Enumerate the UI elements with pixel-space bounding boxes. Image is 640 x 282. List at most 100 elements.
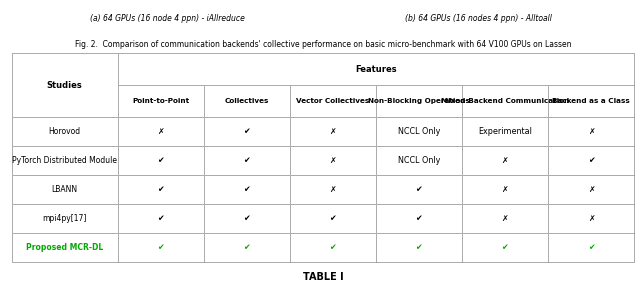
- Text: ✗: ✗: [502, 185, 508, 194]
- Text: ✗: ✗: [502, 214, 508, 223]
- FancyBboxPatch shape: [290, 116, 376, 146]
- Bar: [376, 116, 462, 146]
- FancyBboxPatch shape: [12, 116, 118, 146]
- Bar: [204, 233, 290, 262]
- FancyBboxPatch shape: [118, 175, 204, 204]
- Bar: [376, 85, 462, 116]
- FancyBboxPatch shape: [204, 204, 290, 233]
- FancyBboxPatch shape: [376, 116, 462, 146]
- FancyBboxPatch shape: [12, 175, 118, 204]
- FancyBboxPatch shape: [290, 146, 376, 175]
- Bar: [376, 204, 462, 233]
- Bar: [548, 116, 634, 146]
- Bar: [204, 204, 290, 233]
- Text: NCCL Only: NCCL Only: [397, 156, 440, 165]
- Bar: [290, 116, 376, 146]
- FancyBboxPatch shape: [548, 146, 634, 175]
- Bar: [12, 146, 118, 175]
- Text: Proposed MCR-DL: Proposed MCR-DL: [26, 243, 103, 252]
- FancyBboxPatch shape: [462, 233, 548, 262]
- FancyBboxPatch shape: [290, 175, 376, 204]
- FancyBboxPatch shape: [376, 204, 462, 233]
- Bar: [462, 233, 548, 262]
- FancyBboxPatch shape: [462, 116, 548, 146]
- Text: NCCL Only: NCCL Only: [397, 127, 440, 136]
- Bar: [376, 175, 462, 204]
- Text: PyTorch Distributed Module: PyTorch Distributed Module: [12, 156, 117, 165]
- FancyBboxPatch shape: [204, 146, 290, 175]
- Bar: [118, 204, 204, 233]
- FancyBboxPatch shape: [376, 233, 462, 262]
- FancyBboxPatch shape: [118, 85, 204, 116]
- Text: Backend as a Class: Backend as a Class: [552, 98, 630, 104]
- Text: ✗: ✗: [157, 127, 164, 136]
- FancyBboxPatch shape: [290, 85, 376, 116]
- Text: ✔: ✔: [415, 185, 422, 194]
- FancyBboxPatch shape: [118, 116, 204, 146]
- Bar: [204, 116, 290, 146]
- Text: ✔: ✔: [243, 243, 250, 252]
- Text: ✗: ✗: [330, 156, 336, 165]
- Text: (b) 64 GPUs (16 nodes 4 ppn) - Alltoall: (b) 64 GPUs (16 nodes 4 ppn) - Alltoall: [405, 14, 552, 23]
- Text: ✔: ✔: [157, 185, 164, 194]
- Bar: [548, 204, 634, 233]
- Text: Experimental: Experimental: [478, 127, 532, 136]
- Bar: [462, 146, 548, 175]
- Text: ✔: ✔: [330, 214, 336, 223]
- FancyBboxPatch shape: [12, 146, 118, 175]
- Bar: [462, 85, 548, 116]
- Text: ✗: ✗: [588, 127, 595, 136]
- Bar: [118, 116, 204, 146]
- Text: TABLE I: TABLE I: [303, 272, 343, 282]
- Bar: [12, 204, 118, 233]
- Bar: [290, 204, 376, 233]
- Text: ✔: ✔: [415, 214, 422, 223]
- FancyBboxPatch shape: [12, 54, 118, 116]
- Text: ✗: ✗: [330, 127, 336, 136]
- Bar: [290, 85, 376, 116]
- FancyBboxPatch shape: [118, 54, 634, 85]
- Text: ✔: ✔: [157, 156, 164, 165]
- Text: mpi4py[17]: mpi4py[17]: [42, 214, 87, 223]
- Bar: [12, 233, 118, 262]
- FancyBboxPatch shape: [12, 204, 118, 233]
- Bar: [548, 233, 634, 262]
- Bar: [204, 85, 290, 116]
- Text: ✗: ✗: [330, 185, 336, 194]
- Text: ✔: ✔: [243, 185, 250, 194]
- Text: Fig. 2.  Comparison of communication backends' collective performance on basic m: Fig. 2. Comparison of communication back…: [75, 40, 571, 49]
- Text: ✔: ✔: [243, 127, 250, 136]
- FancyBboxPatch shape: [462, 175, 548, 204]
- FancyBboxPatch shape: [548, 204, 634, 233]
- Text: Collectives: Collectives: [225, 98, 269, 104]
- Bar: [462, 116, 548, 146]
- FancyBboxPatch shape: [12, 233, 118, 262]
- Bar: [376, 233, 462, 262]
- Text: ✔: ✔: [415, 243, 422, 252]
- Bar: [118, 54, 634, 85]
- Bar: [12, 54, 118, 116]
- Text: ✗: ✗: [502, 156, 508, 165]
- Text: ✔: ✔: [157, 243, 164, 252]
- Text: ✔: ✔: [502, 243, 508, 252]
- Bar: [118, 233, 204, 262]
- FancyBboxPatch shape: [204, 175, 290, 204]
- Bar: [118, 175, 204, 204]
- Bar: [462, 204, 548, 233]
- Text: ✔: ✔: [330, 243, 336, 252]
- Text: Horovod: Horovod: [49, 127, 81, 136]
- Bar: [548, 146, 634, 175]
- FancyBboxPatch shape: [376, 146, 462, 175]
- Text: Point-to-Point: Point-to-Point: [132, 98, 189, 104]
- Bar: [118, 146, 204, 175]
- Text: ✗: ✗: [588, 185, 595, 194]
- FancyBboxPatch shape: [204, 85, 290, 116]
- FancyBboxPatch shape: [118, 233, 204, 262]
- Bar: [12, 175, 118, 204]
- Text: Features: Features: [355, 65, 397, 74]
- Text: ✔: ✔: [243, 156, 250, 165]
- FancyBboxPatch shape: [548, 116, 634, 146]
- Bar: [548, 175, 634, 204]
- Text: ✔: ✔: [157, 214, 164, 223]
- FancyBboxPatch shape: [462, 146, 548, 175]
